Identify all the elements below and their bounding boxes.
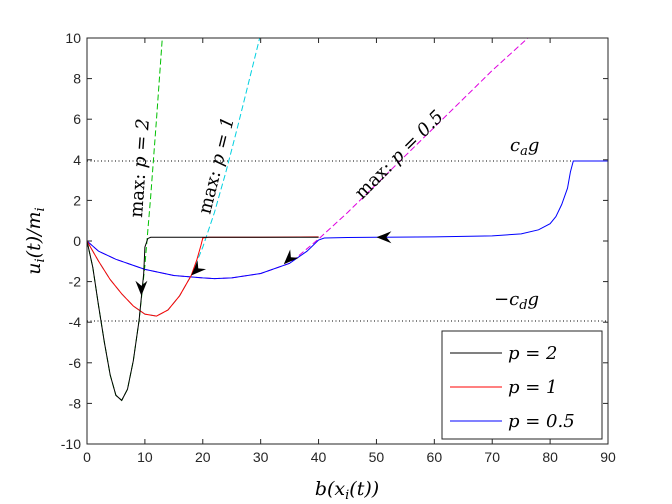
y-tick-label: 2 xyxy=(73,192,81,208)
legend-label: p = 2 xyxy=(508,343,558,364)
x-tick-label: 80 xyxy=(542,449,558,465)
legend-label: p = 1 xyxy=(508,377,558,398)
x-tick-label: 20 xyxy=(195,449,211,465)
y-tick-label: 6 xyxy=(73,111,81,127)
arrow-p2 xyxy=(135,280,148,296)
x-tick-label: 10 xyxy=(137,449,153,465)
max-p2-label: max: p = 2 xyxy=(126,118,154,218)
y-tick-label: -8 xyxy=(69,395,82,411)
x-axis-label: b(xi(t)) xyxy=(315,478,379,503)
x-tick-label: 0 xyxy=(83,449,91,465)
legend-label: p = 0.5 xyxy=(508,411,575,432)
y-tick-label: 10 xyxy=(65,30,81,46)
y-tick-label: 4 xyxy=(73,152,81,168)
arrow-p05-flat xyxy=(376,231,392,244)
series-p-0-5 xyxy=(87,160,608,280)
y-tick-label: 8 xyxy=(73,71,81,87)
ref-label-accel: cag xyxy=(510,135,539,159)
arrow-p1 xyxy=(191,260,207,276)
x-tick-label: 50 xyxy=(369,449,385,465)
x-tick-label: 90 xyxy=(600,449,616,465)
arrow-p05-curve xyxy=(283,249,299,265)
y-tick-label: -2 xyxy=(69,274,82,290)
x-tick-label: 60 xyxy=(427,449,443,465)
x-tick-label: 70 xyxy=(484,449,500,465)
series-p-2 xyxy=(87,236,319,402)
legend: p = 2 p = 1 p = 0.5 xyxy=(441,330,603,440)
ref-label-decel: −cdg xyxy=(494,289,539,313)
y-tick-label: -6 xyxy=(69,355,82,371)
x-tick-label: 30 xyxy=(253,449,269,465)
y-tick-label: -10 xyxy=(61,436,81,452)
y-axis-label: ui(t)/mi xyxy=(23,207,48,274)
y-tick-label: 0 xyxy=(73,233,81,249)
y-tick-label: -4 xyxy=(69,314,82,330)
x-tick-label: 40 xyxy=(311,449,327,465)
